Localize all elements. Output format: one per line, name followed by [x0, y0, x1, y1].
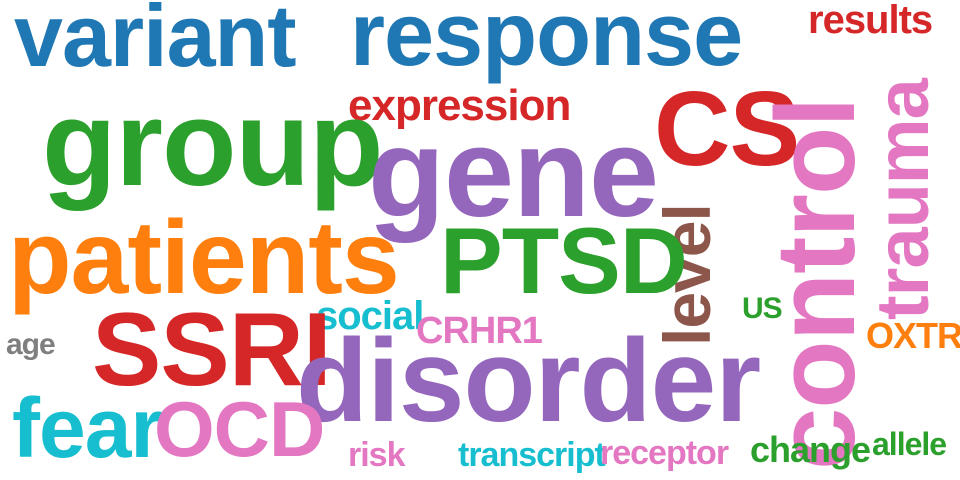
word-receptor: receptor — [600, 434, 729, 472]
word-gene: gene — [368, 102, 659, 243]
word-oxtr: OXTR — [866, 315, 960, 356]
word-ssri: SSRI — [92, 292, 332, 408]
word-crhr1: CRHR1 — [416, 310, 543, 352]
word-fear: fear — [12, 381, 163, 475]
word-cs: CS — [654, 70, 800, 188]
word-ocd: OCD — [154, 385, 325, 473]
word-ptsd: PTSD — [440, 208, 688, 313]
word-control: control — [753, 97, 878, 470]
word-age: age — [6, 328, 56, 361]
word-transcript: transcript — [458, 436, 606, 474]
word-expression: expression — [348, 81, 571, 130]
word-disorder: disorder — [296, 315, 761, 447]
word-change: change — [750, 429, 871, 470]
word-results: results — [808, 0, 933, 42]
word-group: group — [42, 75, 384, 211]
word-allele: allele — [872, 426, 947, 462]
word-trauma: trauma — [861, 79, 944, 320]
word-social: social — [316, 294, 424, 338]
word-patients: patients — [8, 200, 400, 316]
word-response: response — [350, 0, 743, 85]
word-us: US — [742, 292, 783, 325]
word-risk: risk — [348, 436, 405, 474]
word-variant: variant — [14, 0, 297, 85]
